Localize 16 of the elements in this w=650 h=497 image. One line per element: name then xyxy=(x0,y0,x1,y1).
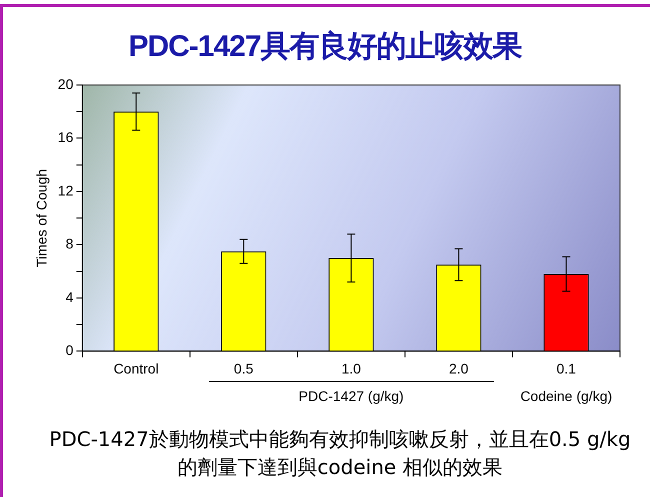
text: PDC-1427 (g/kg) xyxy=(298,388,404,404)
x-tick-label: 0.5 xyxy=(234,360,254,376)
y-tick-label: 20 xyxy=(58,76,74,92)
y-tick-label: 4 xyxy=(66,288,74,305)
x-tick-label: 2.0 xyxy=(448,360,469,376)
y-tick-label: 16 xyxy=(58,129,74,146)
x-tick-label: 0.1 xyxy=(556,360,576,376)
y-tick-label: 0 xyxy=(66,342,74,358)
text: PDC-1427於動物模式中能夠有效抑制咳嗽反射，並且在0.5 g/kg的劑量下達到與codeine 相似的效果 xyxy=(48,426,632,481)
y-tick-label: 12 xyxy=(58,182,74,198)
text: Codeine (g/kg) xyxy=(520,388,612,404)
x-tick-label: 1.0 xyxy=(341,360,362,376)
chart-title: PDC-1427具有良好的止咳效果 xyxy=(127,29,524,65)
y-tick-label: 8 xyxy=(66,236,74,252)
y-axis-title: Times of Cough xyxy=(33,168,50,268)
x-tick-label: Control xyxy=(114,360,159,376)
